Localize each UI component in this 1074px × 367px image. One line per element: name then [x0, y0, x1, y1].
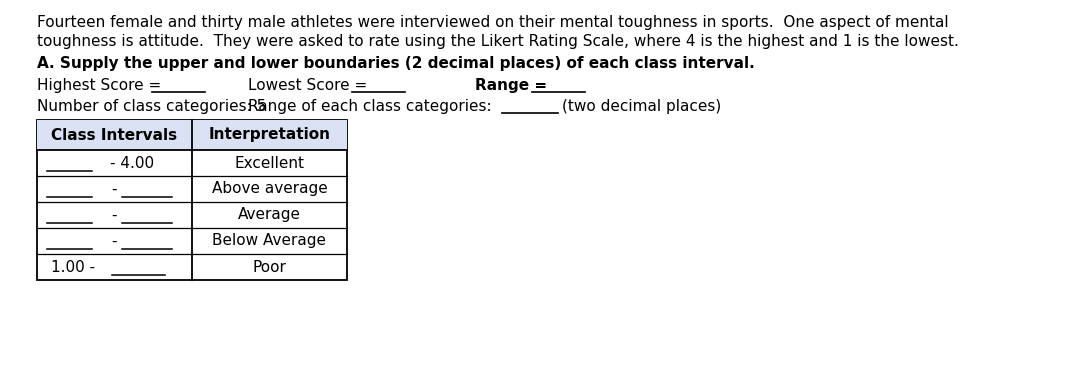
- Text: toughness is attitude.  They were asked to rate using the Likert Rating Scale, w: toughness is attitude. They were asked t…: [37, 34, 959, 49]
- Text: 1.00 -: 1.00 -: [50, 259, 96, 275]
- Text: -: -: [112, 233, 117, 248]
- Bar: [37, 120, 347, 150]
- Text: Excellent: Excellent: [234, 156, 305, 171]
- Text: Average: Average: [238, 207, 301, 222]
- Text: Fourteen female and thirty male athletes were interviewed on their mental toughn: Fourteen female and thirty male athletes…: [37, 15, 948, 30]
- Text: Range =: Range =: [475, 78, 552, 93]
- Text: Lowest Score =: Lowest Score =: [248, 78, 372, 93]
- Text: -: -: [112, 207, 117, 222]
- Text: Highest Score =: Highest Score =: [37, 78, 166, 93]
- Text: - 4.00: - 4.00: [111, 156, 155, 171]
- Text: Range of each class categories:: Range of each class categories:: [248, 99, 496, 114]
- Text: Class Intervals: Class Intervals: [52, 127, 177, 142]
- Text: -: -: [112, 182, 117, 196]
- Text: Number of class categories: 5: Number of class categories: 5: [37, 99, 266, 114]
- Text: Poor: Poor: [252, 259, 287, 275]
- Text: Interpretation: Interpretation: [208, 127, 331, 142]
- Text: Above average: Above average: [212, 182, 328, 196]
- Text: A. Supply the upper and lower boundaries (2 decimal places) of each class interv: A. Supply the upper and lower boundaries…: [37, 56, 755, 71]
- Text: Below Average: Below Average: [213, 233, 326, 248]
- Bar: [37, 120, 347, 280]
- Text: (two decimal places): (two decimal places): [562, 99, 722, 114]
